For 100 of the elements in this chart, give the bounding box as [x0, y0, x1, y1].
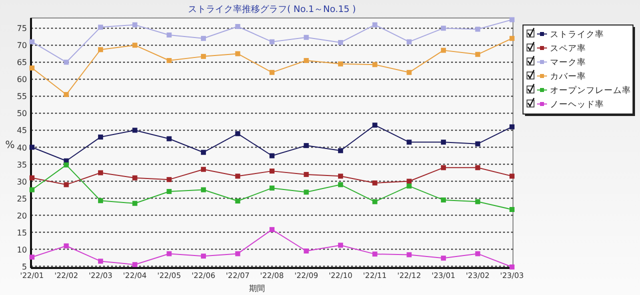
point — [510, 124, 514, 130]
y-tick-label: 45 — [16, 126, 27, 136]
point — [372, 122, 378, 128]
y-tick-label: 25 — [16, 194, 27, 204]
point — [30, 144, 34, 150]
point — [338, 40, 344, 45]
y-axis-title: % — [5, 140, 15, 151]
point — [338, 182, 344, 188]
point — [338, 174, 344, 179]
point — [200, 36, 206, 41]
y-tick-label: 65 — [16, 58, 27, 68]
legend-label: マーク率 — [550, 57, 586, 68]
point — [440, 48, 446, 53]
legend-label: スペア率 — [550, 43, 586, 54]
point — [270, 153, 274, 158]
point — [166, 251, 172, 256]
point — [132, 128, 138, 133]
y-tick-label: 30 — [16, 177, 27, 186]
y-tick-label: 5 — [22, 262, 27, 272]
point — [304, 248, 309, 254]
point — [200, 166, 206, 172]
point — [200, 150, 206, 155]
point — [166, 136, 172, 142]
point — [166, 177, 172, 182]
legend-label: ストライク率 — [550, 29, 604, 40]
point — [270, 70, 274, 75]
point — [132, 262, 138, 268]
point — [372, 180, 378, 186]
point — [304, 58, 309, 64]
point — [475, 165, 480, 170]
y-tick-label: 35 — [16, 160, 27, 170]
y-tick-label: 10 — [16, 245, 27, 254]
point — [235, 131, 240, 136]
chart-title: ストライク率推移グラフ( No.1～No.15 ) — [188, 4, 356, 15]
point — [440, 256, 446, 261]
point — [200, 187, 206, 192]
point — [132, 175, 138, 180]
point — [98, 170, 104, 176]
point — [132, 22, 138, 28]
point — [166, 58, 172, 64]
point — [406, 178, 412, 184]
point — [270, 186, 274, 191]
point — [132, 42, 138, 48]
point — [338, 242, 344, 248]
point — [475, 199, 480, 204]
point — [440, 26, 446, 31]
point — [304, 172, 309, 177]
y-tick-label: 15 — [16, 228, 27, 238]
y-tick-label: 50 — [16, 109, 27, 118]
point — [64, 162, 69, 168]
point — [30, 254, 34, 260]
point — [440, 165, 446, 170]
legend-label: カバー率 — [550, 71, 586, 82]
point — [235, 51, 240, 56]
point — [304, 34, 309, 40]
point — [372, 199, 378, 204]
point — [30, 187, 34, 192]
point — [64, 60, 69, 65]
point — [98, 24, 104, 30]
point — [406, 184, 412, 189]
point — [510, 264, 514, 270]
point — [30, 175, 34, 180]
y-tick-label: 60 — [16, 75, 27, 84]
point — [304, 190, 309, 195]
point — [166, 32, 172, 38]
point — [510, 206, 514, 212]
y-tick-label: 75 — [16, 24, 27, 34]
point — [510, 36, 514, 41]
point — [98, 47, 104, 52]
point — [98, 258, 104, 264]
point — [270, 227, 274, 232]
point — [510, 174, 514, 179]
point — [132, 200, 138, 206]
point — [338, 61, 344, 66]
point — [30, 66, 34, 70]
point — [475, 141, 480, 146]
y-tick-label: 20 — [16, 211, 27, 220]
legend-label: オープンフレーム率 — [550, 85, 631, 96]
point — [406, 252, 412, 258]
x-axis-title: 期間 — [249, 284, 265, 293]
point — [440, 197, 446, 202]
point — [475, 251, 480, 256]
point — [235, 24, 240, 30]
point — [372, 252, 378, 257]
point — [372, 62, 378, 68]
point — [475, 26, 480, 32]
point — [406, 70, 412, 75]
legend-label: ノーヘッド率 — [550, 99, 604, 110]
point — [98, 198, 104, 204]
point — [510, 17, 514, 22]
point — [64, 243, 69, 248]
point — [270, 168, 274, 174]
point — [98, 134, 104, 140]
point — [304, 143, 309, 148]
point — [64, 92, 69, 98]
point — [166, 188, 172, 194]
point — [270, 39, 274, 44]
point — [406, 39, 412, 44]
point — [200, 254, 206, 259]
point — [200, 54, 206, 59]
